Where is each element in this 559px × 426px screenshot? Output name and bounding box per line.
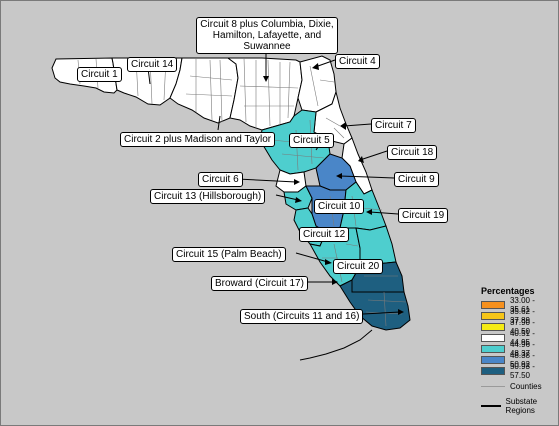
legend-bin-label: 48.38 - 50.92	[509, 350, 535, 369]
legend-title: Percentages	[481, 286, 535, 296]
legend-swatch	[481, 355, 505, 364]
legend-bin: 48.38 - 50.92	[481, 351, 557, 369]
legend-swatch	[481, 366, 505, 375]
counties-label: Counties	[510, 382, 542, 391]
callout-circuit-7: Circuit 7	[371, 118, 416, 133]
callout-leader-lines	[100, 40, 401, 316]
legend-bin-label: 35.62 - 37.89	[509, 306, 535, 325]
callout-circuit-8: Circuit 8 plus Columbia, Dixie, Hamilton…	[196, 17, 338, 54]
callout-circuit-12: Circuit 12	[299, 227, 350, 242]
legend-bin: 50.93 - 57.50	[481, 362, 557, 380]
callout-circuit-9: Circuit 9	[394, 172, 439, 187]
callout-circuit-20: Circuit 20	[333, 259, 384, 274]
legend-substate: Substate Regions	[481, 397, 557, 415]
substate-line-sample	[481, 405, 501, 407]
legend-bin: 37.90 - 40.50	[481, 318, 557, 336]
callout-circuit-5: Circuit 5	[289, 133, 334, 148]
callout-circuit-13: Circuit 13 (Hillsborough)	[150, 189, 266, 204]
legend-bin: 44.96 - 48.37	[481, 340, 557, 358]
callout-circuit-6: Circuit 6	[198, 172, 243, 187]
callout-circuit-4: Circuit 4	[335, 54, 380, 69]
legend-counties: Counties	[481, 382, 557, 391]
legend-bin: 33.00 - 35.61	[481, 296, 557, 314]
legend-bin-label: 33.00 - 35.61	[509, 295, 535, 314]
callout-arrowheads	[263, 63, 404, 315]
legend-bin: 35.62 - 37.89	[481, 307, 557, 325]
florida-keys	[299, 329, 373, 361]
legend-bin-label: 37.90 - 40.50	[509, 317, 535, 336]
legend-swatch	[481, 344, 505, 353]
callout-circuit-15: Circuit 15 (Palm Beach)	[172, 247, 286, 262]
legend-bin: 40.51 - 44.95	[481, 329, 557, 347]
callout-south: South (Circuits 11 and 16)	[240, 309, 364, 324]
callout-circuit-10: Circuit 10	[314, 199, 365, 214]
substate-label: Substate Regions	[505, 397, 538, 415]
legend-bins: 33.00 - 35.61 35.62 - 37.89 37.90 - 40.50 4…	[481, 296, 557, 380]
legend-swatch	[481, 322, 505, 331]
callout-circuit-18: Circuit 18	[387, 145, 438, 160]
legend-swatch	[481, 311, 505, 320]
legend-bin-label: 44.96 - 48.37	[509, 339, 535, 358]
counties-line-sample	[481, 386, 505, 387]
callout-circuit-19: Circuit 19	[398, 208, 449, 223]
region-circuit_2	[169, 57, 239, 124]
legend-bin-label: 50.93 - 57.50	[509, 361, 535, 380]
region-circuit_13	[283, 185, 313, 211]
legend-swatch	[481, 300, 505, 309]
region-circuit_8	[226, 57, 303, 131]
legend: Percentages 33.00 - 35.61 35.62 - 37.89 37…	[481, 286, 557, 415]
legend-swatch	[481, 333, 505, 342]
callout-broward: Broward (Circuit 17)	[211, 276, 308, 291]
callout-circuit-14: Circuit 14	[127, 57, 178, 72]
callout-circuit-2: Circuit 2 plus Madison and Taylor	[120, 132, 276, 147]
legend-bin-label: 40.51 - 44.95	[509, 328, 535, 347]
callout-circuit-1: Circuit 1	[77, 67, 122, 82]
